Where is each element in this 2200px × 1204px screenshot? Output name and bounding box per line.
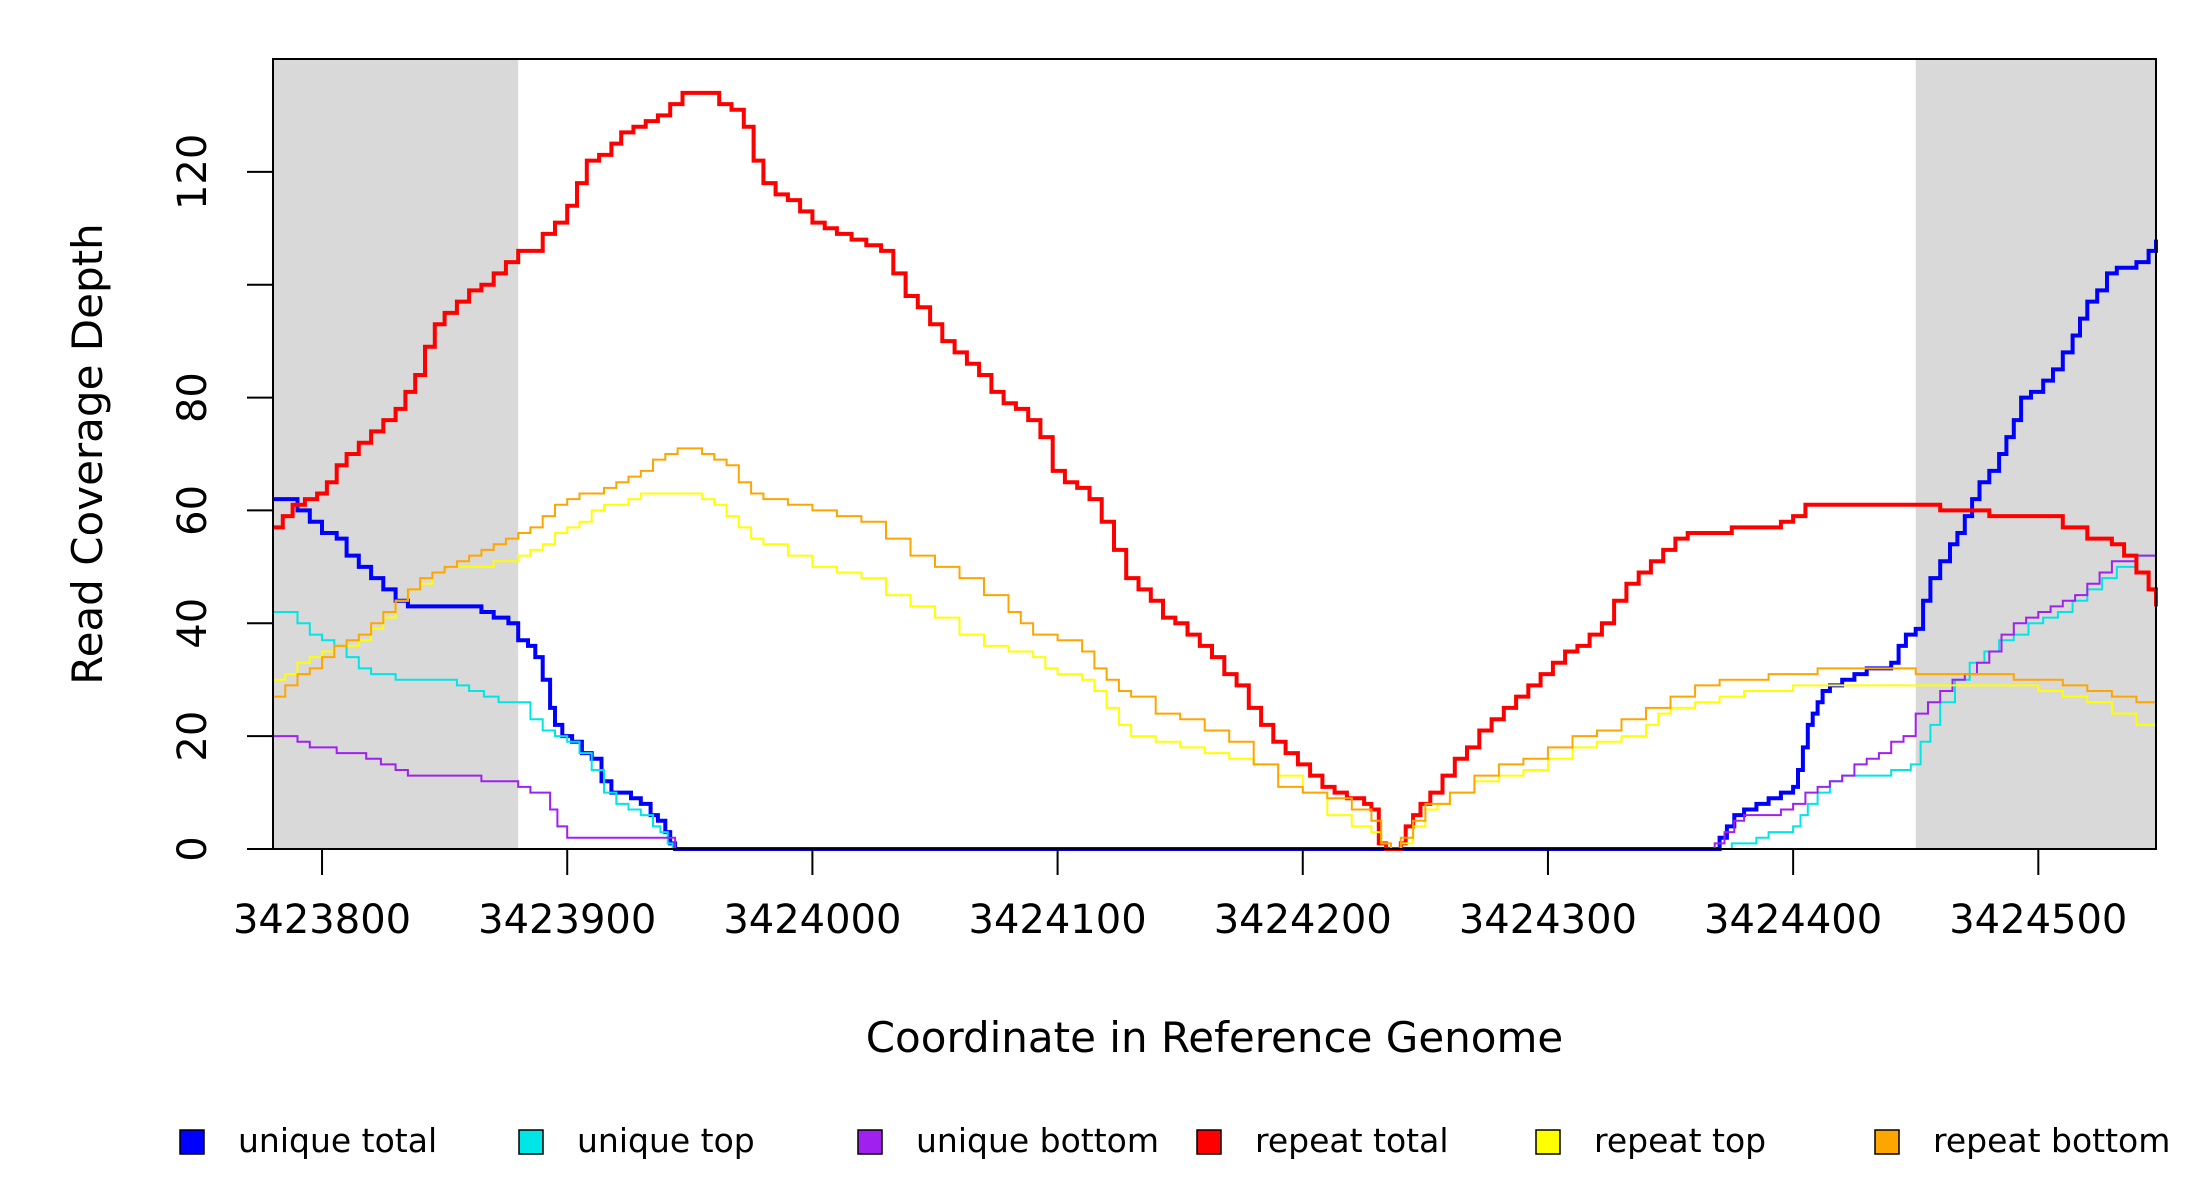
axes: 3423800 3423900 3424000 3424100 3424200 34243… — [170, 134, 2127, 943]
legend-swatch — [1874, 1129, 1900, 1155]
x-tick-label-2: 3424000 — [723, 897, 901, 943]
legend-label: unique total — [238, 1121, 437, 1160]
y-tick-label-3: 60 — [170, 485, 216, 536]
legend-label: repeat bottom — [1933, 1121, 2170, 1160]
x-tick-label-6: 3424400 — [1704, 897, 1882, 943]
legend-item-unique-top: unique top — [518, 1121, 755, 1160]
x-axis-title: Coordinate in Reference Genome — [866, 1013, 1564, 1062]
legend-swatch — [518, 1129, 544, 1155]
legend-item-unique-total: unique total — [179, 1121, 437, 1160]
legend: unique total unique top unique bottom repea… — [179, 1121, 2170, 1160]
y-tick-label-1: 20 — [170, 711, 216, 762]
shaded-region-0 — [273, 59, 519, 849]
legend-label: repeat total — [1255, 1121, 1449, 1160]
x-tick-label-7: 3424500 — [1949, 897, 2127, 943]
y-tick-label-2: 40 — [170, 598, 216, 649]
legend-swatch — [179, 1129, 205, 1155]
y-axis-title: Read Coverage Depth — [63, 223, 112, 684]
shaded-region-1 — [1915, 59, 2156, 849]
legend-label: unique top — [577, 1121, 755, 1160]
series-line-repeat-top — [273, 492, 2157, 850]
legend-label: repeat top — [1594, 1121, 1766, 1160]
series-line-unique-bottom — [273, 549, 2157, 850]
series-lines — [273, 90, 2158, 851]
x-tick-label-4: 3424200 — [1214, 897, 1392, 943]
series-line-repeat-bottom — [273, 447, 2157, 850]
legend-item-repeat-top: repeat top — [1535, 1121, 1766, 1160]
shaded-regions — [273, 59, 2156, 849]
legend-item-unique-bottom: unique bottom — [857, 1121, 1159, 1160]
x-tick-label-3: 3424100 — [969, 897, 1147, 943]
series-line-repeat-total — [273, 90, 2158, 851]
x-tick-label-5: 3424300 — [1459, 897, 1637, 943]
series-line-unique-total — [273, 239, 2158, 851]
y-tick-label-4: 80 — [170, 372, 216, 423]
legend-item-repeat-total: repeat total — [1196, 1121, 1449, 1160]
legend-item-repeat-bottom: repeat bottom — [1874, 1121, 2170, 1160]
legend-swatch — [1535, 1129, 1561, 1155]
legend-swatch — [857, 1129, 883, 1155]
legend-swatch — [1196, 1129, 1222, 1155]
series-line-unique-top — [273, 544, 2157, 850]
x-tick-label-1: 3423900 — [478, 897, 656, 943]
y-tick-label-0: 0 — [170, 836, 216, 861]
x-tick-label-0: 3423800 — [233, 897, 411, 943]
legend-label: unique bottom — [916, 1121, 1159, 1160]
y-tick-label-6: 120 — [170, 134, 216, 210]
